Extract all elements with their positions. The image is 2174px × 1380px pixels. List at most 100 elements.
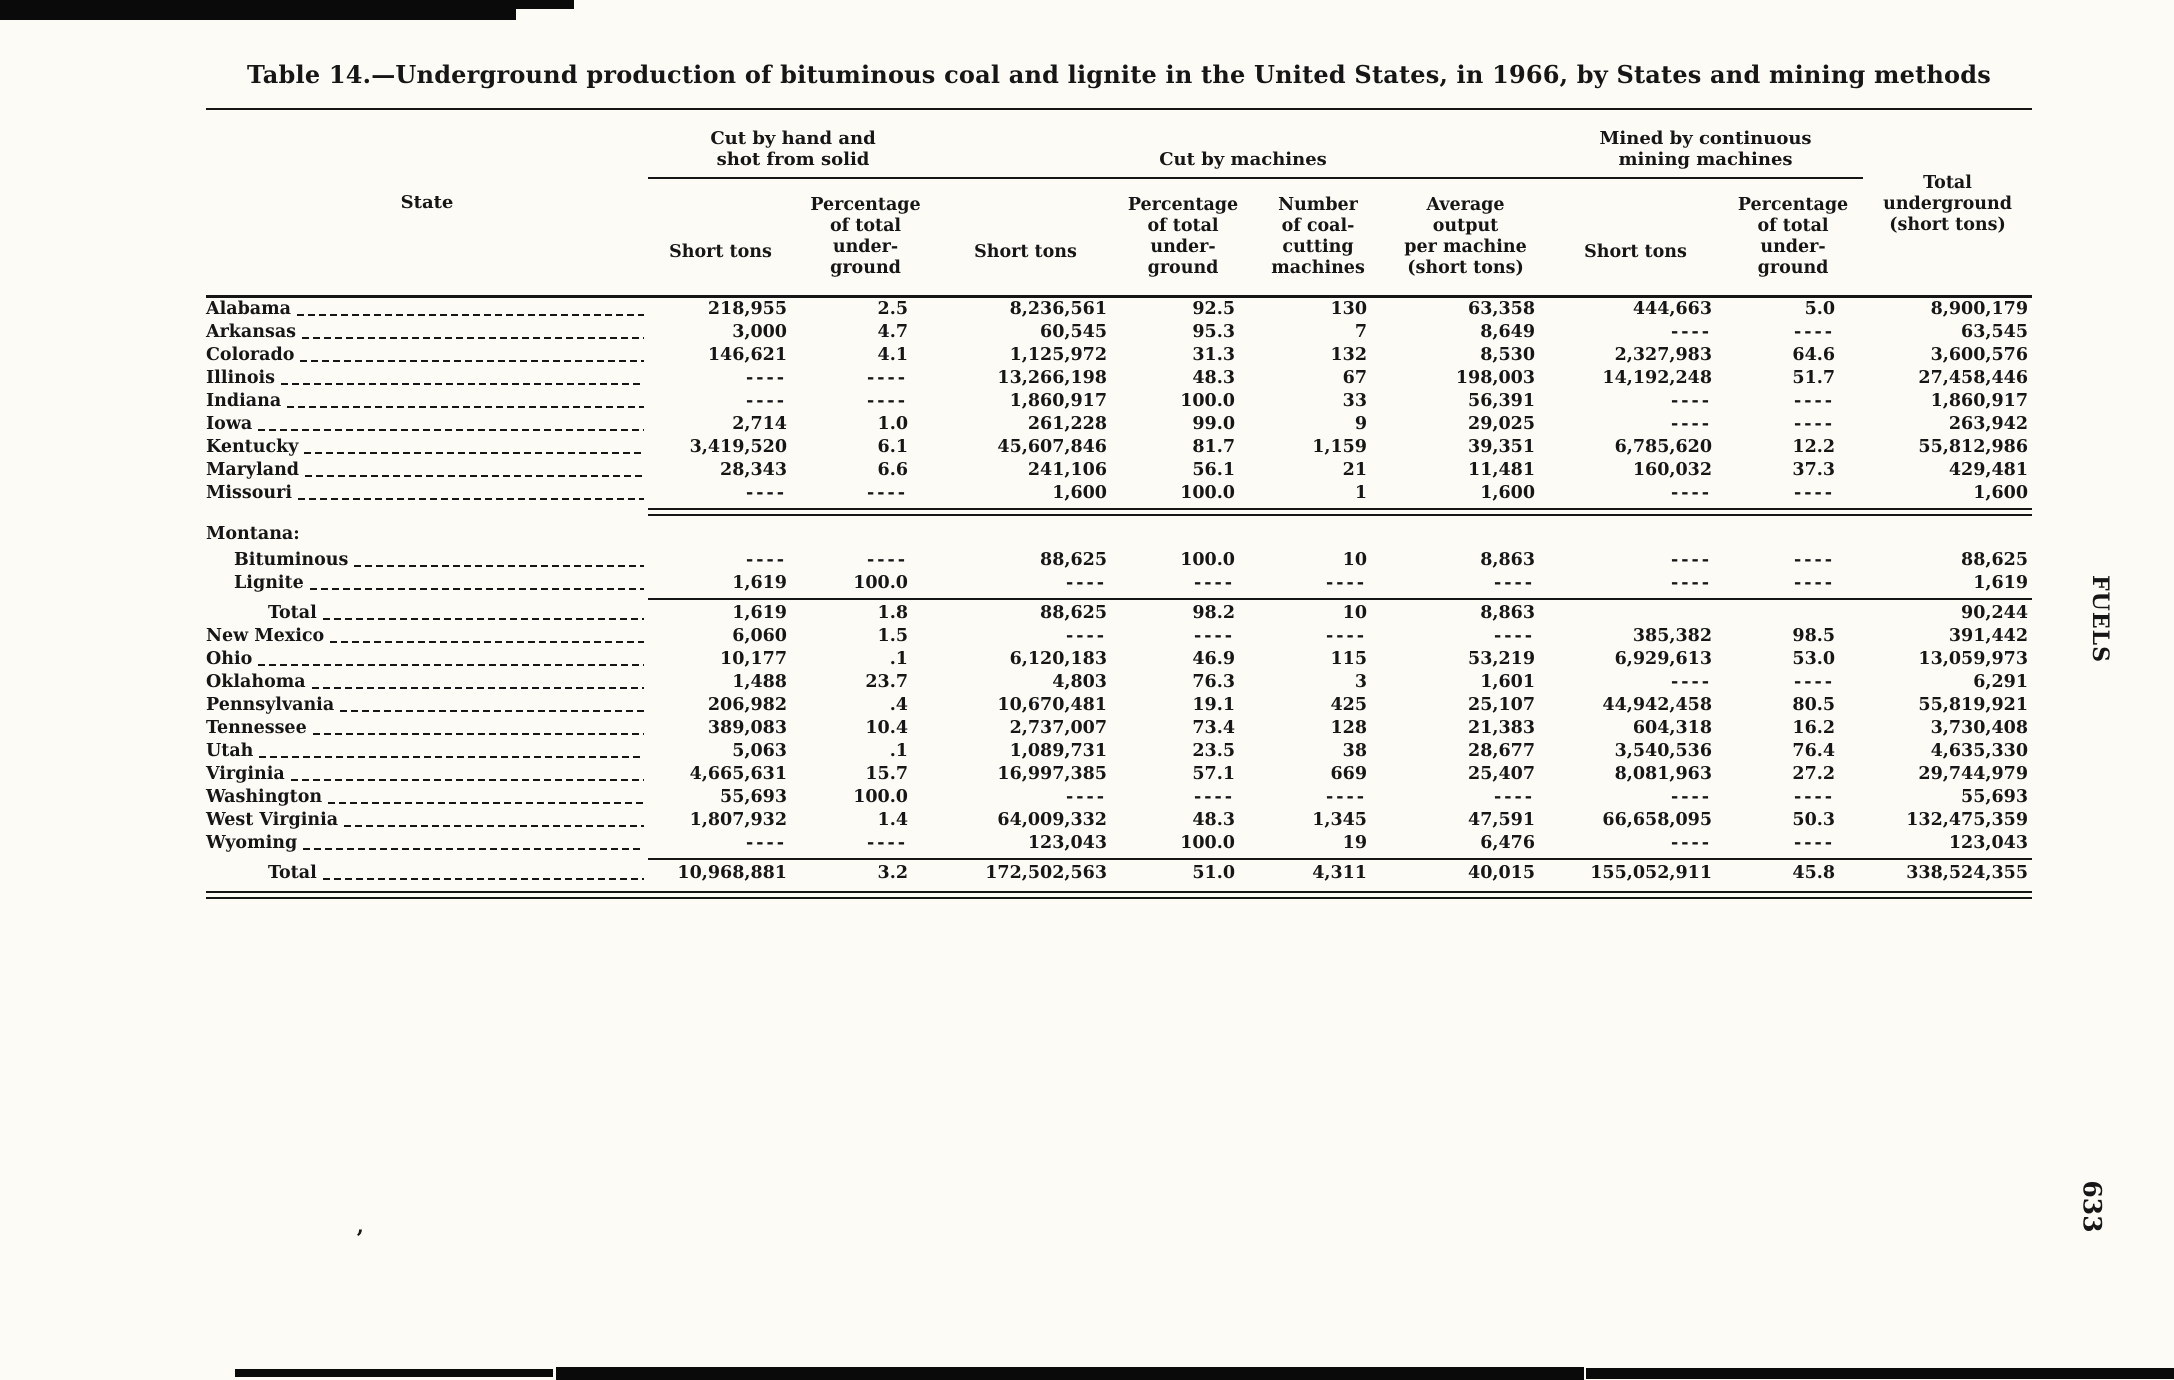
table-row-virginia: Virginia 4,665,631 15.7 16,997,385 57.1 669 25… xyxy=(206,763,2032,786)
row-label: Wyoming xyxy=(206,833,298,853)
value-cell: 10,670,481 xyxy=(997,695,1107,715)
value-cell: ---- xyxy=(1065,573,1107,593)
value-cell: 146,621 xyxy=(707,345,787,365)
value-cell: 53.0 xyxy=(1792,649,1836,669)
value-cell: ---- xyxy=(866,368,908,388)
value-cell: 1,089,731 xyxy=(1009,741,1107,761)
value-cell: 3,540,536 xyxy=(1614,741,1713,761)
value-cell: 10,177 xyxy=(720,649,787,669)
value-cell: 51.0 xyxy=(1192,863,1235,883)
table-row-illinois: Illinois ---- ---- 13,266,198 48.3 67 198,003 1… xyxy=(206,367,2032,390)
value-cell: 16.2 xyxy=(1792,718,1836,738)
value-cell: ---- xyxy=(1793,787,1836,807)
bottom-rule-row xyxy=(206,885,2033,899)
page-number: 633 xyxy=(2077,1180,2107,1233)
dash-leader xyxy=(340,709,644,712)
value-cell: 76.3 xyxy=(1192,672,1235,692)
value-cell: ---- xyxy=(1793,322,1836,342)
row-label: Kentucky xyxy=(206,437,299,457)
value-cell: ---- xyxy=(866,391,908,411)
scan-artifact-bottom-strip-2 xyxy=(556,1367,1584,1380)
state-cell: Iowa xyxy=(206,413,648,436)
value-cell: 338,524,355 xyxy=(1906,863,2029,883)
value-cell: 12.2 xyxy=(1792,437,1836,457)
value-cell: 40,015 xyxy=(1468,863,1536,883)
value-cell: ---- xyxy=(1793,550,1836,570)
value-cell: ---- xyxy=(1325,787,1367,807)
value-cell: 19.1 xyxy=(1192,695,1235,715)
dash-leader xyxy=(330,640,644,643)
value-cell: 6,060 xyxy=(732,626,787,646)
value-cell: 46.9 xyxy=(1192,649,1235,669)
value-cell: 128 xyxy=(1330,718,1367,738)
state-cell: New Mexico xyxy=(206,625,648,648)
value-cell: 4,803 xyxy=(1052,672,1107,692)
table-row-alabama: Alabama 218,955 2.5 8,236,561 92.5 130 63,358 4… xyxy=(206,297,2032,322)
col-header-continuous-short-tons: Short tons xyxy=(1548,178,1724,298)
value-cell: ---- xyxy=(1670,787,1713,807)
value-cell: 155,052,911 xyxy=(1590,863,1713,883)
value-cell: 132,475,359 xyxy=(1906,810,2029,830)
value-cell: 100.0 xyxy=(853,573,908,593)
value-cell: 66,658,095 xyxy=(1602,810,1713,830)
value-cell: 206,982 xyxy=(707,695,787,715)
dash-leader xyxy=(354,564,644,567)
value-cell: 123,043 xyxy=(1948,833,2029,853)
value-cell: 64.6 xyxy=(1792,345,1836,365)
value-cell: 56,391 xyxy=(1468,391,1536,411)
state-cell: Wyoming xyxy=(206,832,648,855)
value-cell: 90,244 xyxy=(1961,603,2029,623)
table-row-colorado: Colorado 146,621 4.1 1,125,972 31.3 132 8,530 2… xyxy=(206,344,2032,367)
state-cell: Illinois xyxy=(206,367,648,390)
value-cell: 45,607,846 xyxy=(997,437,1107,457)
value-cell: 100.0 xyxy=(1180,550,1235,570)
value-cell: 48.3 xyxy=(1192,810,1235,830)
dash-leader xyxy=(303,847,644,850)
value-cell: 8,236,561 xyxy=(1009,299,1107,319)
value-cell: ---- xyxy=(1193,626,1235,646)
value-cell: 1,619 xyxy=(1973,573,2029,593)
value-cell: 1,600 xyxy=(1973,483,2029,503)
table-row-indiana: Indiana ---- ---- 1,860,917 100.0 33 56,391 ---… xyxy=(206,390,2032,413)
value-cell: 389,083 xyxy=(707,718,787,738)
row-label: West Virginia xyxy=(206,810,339,830)
row-label: Missouri xyxy=(206,483,292,503)
table-row-maryland: Maryland 28,343 6.6 241,106 56.1 21 11,481 160,… xyxy=(206,459,2032,482)
state-cell: Tennessee xyxy=(206,717,648,740)
table-row-west-virginia: West Virginia 1,807,932 1.4 64,009,332 48.3 1… xyxy=(206,809,2032,832)
col-header-continuous-percentage: Percentage of total under- ground xyxy=(1723,178,1864,298)
value-cell: 99.0 xyxy=(1192,414,1235,434)
dash-leader xyxy=(258,663,644,666)
table-row-pennsylvania: Pennsylvania 206,982 .4 10,670,481 19.1 425 25… xyxy=(206,694,2032,717)
value-cell: 28,677 xyxy=(1468,741,1536,761)
value-cell: ---- xyxy=(1670,672,1713,692)
state-cell: Ohio xyxy=(206,648,648,671)
value-cell: 1,159 xyxy=(1312,437,1367,457)
value-cell: 38 xyxy=(1342,741,1367,761)
value-cell: 604,318 xyxy=(1632,718,1713,738)
value-cell: 3.2 xyxy=(877,863,908,883)
value-cell: 6.1 xyxy=(877,437,908,457)
dash-leader xyxy=(305,474,644,477)
value-cell: 6,929,613 xyxy=(1614,649,1713,669)
value-cell: ---- xyxy=(745,483,787,503)
value-cell: 8,863 xyxy=(1480,603,1536,623)
value-cell: ---- xyxy=(745,833,787,853)
table-row-washington: Washington 55,693 100.0 ---- ---- ---- ---- ---… xyxy=(206,786,2032,809)
col-header-machine-short-tons: Short tons xyxy=(938,178,1113,298)
value-cell: 53,219 xyxy=(1468,649,1536,669)
table-row-oklahoma: Oklahoma 1,488 23.7 4,803 76.3 3 1,601 ---- ----… xyxy=(206,671,2032,694)
state-cell: Oklahoma xyxy=(206,671,648,694)
value-cell: 16,997,385 xyxy=(997,764,1107,784)
value-cell: 98.2 xyxy=(1192,603,1235,623)
row-label: Pennsylvania xyxy=(206,695,335,715)
row-label: Alabama xyxy=(206,299,291,319)
dash-leader xyxy=(312,732,644,735)
row-label: Bituminous xyxy=(234,550,349,570)
row-label: Ohio xyxy=(206,649,253,669)
value-cell: 2,737,007 xyxy=(1009,718,1107,738)
table-row-ohio: Ohio 10,177 .1 6,120,183 46.9 115 53,219 6,929,… xyxy=(206,648,2032,671)
single-rule-row xyxy=(206,855,2033,862)
value-cell: 4.7 xyxy=(877,322,908,342)
